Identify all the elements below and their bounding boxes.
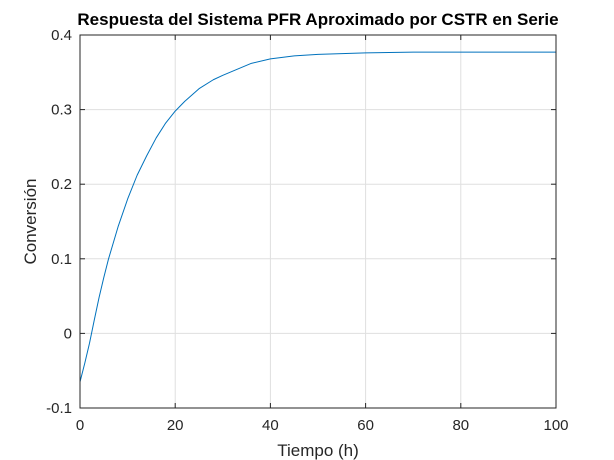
grid <box>79 34 557 409</box>
series-line <box>79 51 556 383</box>
series-layer <box>79 51 556 383</box>
y-tick-label: 0.3 <box>51 102 72 119</box>
x-tick-label: 60 <box>357 417 374 434</box>
y-tick-label: 0.2 <box>51 176 72 193</box>
y-tick-label: -0.1 <box>46 400 72 417</box>
x-tick-label: 20 <box>167 417 184 434</box>
ticks: 0 20 40 60 80 100-0.100.10.20.30.4 <box>46 27 568 434</box>
x-axis-title: Tiempo (h) <box>277 441 359 460</box>
y-tick-label: 0 <box>64 325 72 342</box>
y-tick-label: 0.1 <box>51 251 72 268</box>
plot-area <box>80 35 556 408</box>
x-tick-label: 80 <box>452 417 469 434</box>
y-tick-label: 0.4 <box>51 27 72 44</box>
y-axis-title: Conversión <box>21 179 40 265</box>
chart-title: Respuesta del Sistema PFR Aproximado por… <box>77 10 558 29</box>
axes-box <box>79 34 557 409</box>
x-tick-label: 40 <box>262 417 279 434</box>
x-tick-label: 0 <box>76 417 84 434</box>
x-tick-label: 100 <box>543 417 568 434</box>
